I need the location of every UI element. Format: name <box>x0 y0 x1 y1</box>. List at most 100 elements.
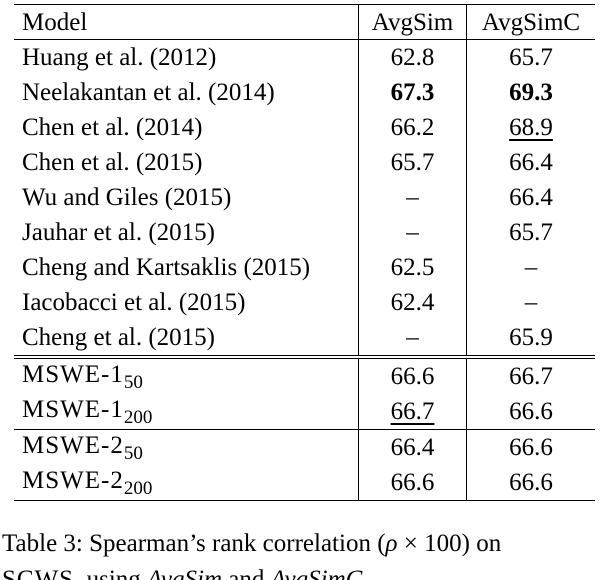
avgsimc-value: – <box>524 254 538 281</box>
avgsimc-value: 69.3 <box>509 79 553 106</box>
model-name: Neelakantan et al. (2014) <box>22 79 275 106</box>
avgsim-cell: 66.2 <box>358 110 467 145</box>
avgsim-value: 62.4 <box>390 289 435 316</box>
model-subscript: 50 <box>123 442 143 464</box>
table-row: Iacobacci et al. (2015) 62.4 – <box>14 285 595 320</box>
caption-dataset: SCWS <box>2 566 75 580</box>
avgsimc-cell: 66.4 <box>466 145 595 180</box>
avgsim-cell: 66.7 <box>358 394 467 430</box>
avgsim-cell: 67.3 <box>358 75 467 110</box>
model-name: Cheng et al. (2015) <box>22 324 216 351</box>
table-row: MSWE-2200 66.6 66.6 <box>14 465 595 501</box>
avgsim-value: 66.6 <box>390 469 435 496</box>
model-name: Huang et al. (2012) <box>22 44 217 71</box>
avgsim-cell: 66.4 <box>358 429 467 465</box>
model-name: Jauhar et al. (2015) <box>22 219 215 246</box>
avgsimc-value: 66.6 <box>509 398 553 425</box>
mswe1-group: MSWE-150 66.6 66.7 MSWE-1200 66.7 66.6 <box>14 355 595 430</box>
avgsimc-value: 66.7 <box>509 363 553 390</box>
avgsim-cell: 62.4 <box>358 285 467 320</box>
header-avgsim: AvgSim <box>358 4 467 40</box>
avgsim-value: – <box>406 324 419 351</box>
caption-avgsimc: AvgSimC <box>270 566 363 580</box>
model-subscript: 200 <box>123 406 153 428</box>
avgsim-value: 62.8 <box>390 44 435 71</box>
avgsimc-value: 66.4 <box>509 184 553 211</box>
table-row: Cheng et al. (2015) – 65.9 <box>14 320 595 357</box>
avgsim-value: 66.4 <box>390 434 435 461</box>
avgsimc-value: – <box>524 289 538 316</box>
avgsim-value: 67.3 <box>390 79 435 106</box>
avgsimc-cell: 65.9 <box>466 320 595 357</box>
caption-suffix: 100) on <box>424 530 502 557</box>
avgsimc-value: 68.9 <box>509 114 553 141</box>
avgsimc-cell: 65.7 <box>466 39 595 75</box>
avgsimc-cell: 65.7 <box>466 215 595 250</box>
model-cell: Wu and Giles (2015) <box>14 180 359 215</box>
mswe2-group: MSWE-250 66.4 66.6 MSWE-2200 66.6 66.6 <box>14 429 595 501</box>
caption-avgsim: AvgSim <box>147 566 223 580</box>
caption-rho: ρ <box>385 530 398 557</box>
caption-prefix: Table 3: Spearman’s rank correlation ( <box>2 530 386 557</box>
caption-line-2: SCWS, using AvgSim and AvgSimC. <box>2 562 606 580</box>
avgsim-cell: – <box>358 180 467 215</box>
avgsimc-value: 66.4 <box>509 149 553 176</box>
table-row: Wu and Giles (2015) – 66.4 <box>14 180 595 215</box>
avgsimc-value: 65.7 <box>509 219 553 246</box>
model-cell: Cheng and Kartsaklis (2015) <box>14 250 359 285</box>
avgsim-value: – <box>406 219 419 246</box>
avgsim-cell: 62.8 <box>358 39 467 75</box>
model-cell: Cheng et al. (2015) <box>14 320 359 357</box>
avgsim-cell: – <box>358 320 467 357</box>
avgsim-cell: 66.6 <box>358 355 467 394</box>
avgsimc-cell: 66.4 <box>466 180 595 215</box>
header-avgsimc: AvgSimC <box>466 4 595 40</box>
table-row: Neelakantan et al. (2014) 67.3 69.3 <box>14 75 595 110</box>
model-name: Iacobacci et al. (2015) <box>22 289 246 316</box>
avgsim-value: – <box>406 184 419 211</box>
caption-line-1: Table 3: Spearman’s rank correlation (ρ … <box>2 526 606 562</box>
table-row: MSWE-150 66.6 66.7 <box>14 355 595 394</box>
model-name: Cheng and Kartsaklis (2015) <box>22 254 311 281</box>
model-name: MSWE-1 <box>22 395 124 423</box>
avgsim-cell: – <box>358 215 467 250</box>
avgsim-cell: 65.7 <box>358 145 467 180</box>
header-model: Model <box>14 4 359 40</box>
model-subscript: 200 <box>123 477 153 499</box>
table-caption: Table 3: Spearman’s rank correlation (ρ … <box>2 526 606 580</box>
avgsim-value: 65.7 <box>390 149 435 176</box>
model-cell: MSWE-150 <box>14 355 359 394</box>
avgsim-cell: 66.6 <box>358 465 467 501</box>
model-name: MSWE-2 <box>22 466 124 494</box>
avgsim-cell: 62.5 <box>358 250 467 285</box>
results-table: Model AvgSim AvgSimC Huang et al. (2012)… <box>14 4 595 501</box>
table-row: Huang et al. (2012) 62.8 65.7 <box>14 39 595 75</box>
avgsimc-cell: 66.6 <box>466 429 595 465</box>
model-cell: MSWE-1200 <box>14 394 359 430</box>
avgsimc-value: 65.7 <box>509 44 553 71</box>
baselines-group: Huang et al. (2012) 62.8 65.7 Neelakantan e… <box>14 39 595 357</box>
table-row: MSWE-1200 66.7 66.6 <box>14 394 595 430</box>
avgsim-value: 62.5 <box>390 254 435 281</box>
model-subscript: 50 <box>123 371 143 393</box>
avgsim-value: 66.7 <box>390 398 435 425</box>
model-cell: Iacobacci et al. (2015) <box>14 285 359 320</box>
avgsimc-cell: 68.9 <box>466 110 595 145</box>
header-row: Model AvgSim AvgSimC <box>14 4 595 40</box>
table-row: Cheng and Kartsaklis (2015) 62.5 – <box>14 250 595 285</box>
avgsimc-cell: 69.3 <box>466 75 595 110</box>
avgsim-value: 66.6 <box>390 363 435 390</box>
table-row: Chen et al. (2015) 65.7 66.4 <box>14 145 595 180</box>
caption-end: . <box>362 566 369 580</box>
caption-times: × <box>397 530 425 557</box>
model-name: MSWE-1 <box>22 360 124 388</box>
model-cell: Chen et al. (2014) <box>14 110 359 145</box>
model-name: MSWE-2 <box>22 431 124 459</box>
avgsimc-value: 65.9 <box>509 324 553 351</box>
avgsimc-cell: – <box>466 285 595 320</box>
table-row: Chen et al. (2014) 66.2 68.9 <box>14 110 595 145</box>
model-name: Chen et al. (2015) <box>22 149 203 176</box>
model-cell: Neelakantan et al. (2014) <box>14 75 359 110</box>
avgsimc-value: 66.6 <box>509 434 553 461</box>
